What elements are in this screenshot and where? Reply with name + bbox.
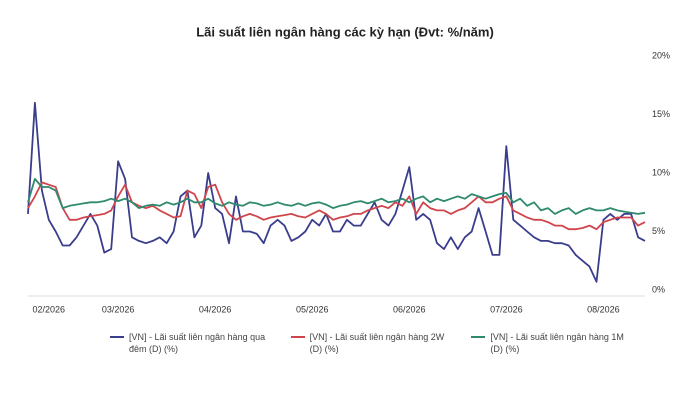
series-line xyxy=(27,101,646,283)
x-tick-label: 06/2026 xyxy=(393,304,426,314)
y-tick-label: 15% xyxy=(652,109,670,119)
x-tick-label: 02/2026 xyxy=(33,304,66,314)
legend-swatch xyxy=(471,336,486,338)
series-line xyxy=(27,178,646,215)
x-tick-label: 08/2026 xyxy=(587,304,620,314)
legend-label: [VN] - Lãi suất liên ngân hàng 2W (D) (%… xyxy=(309,332,445,354)
y-tick-label: 20% xyxy=(652,50,670,60)
legend-label: [VN] - Lãi suất liên ngân hàng qua đêm (… xyxy=(129,332,266,354)
legend-item: [VN] - Lãi suất liên ngân hàng 2W (D) (%… xyxy=(290,331,450,355)
legend: [VN] - Lãi suất liên ngân hàng qua đêm (… xyxy=(110,331,630,355)
legend-swatch xyxy=(290,336,305,338)
legend-label: [VN] - Lãi suất liên ngân hàng 1M (D) (%… xyxy=(490,332,624,354)
legend-item: [VN] - Lãi suất liên ngân hàng 1M (D) (%… xyxy=(471,331,630,355)
x-tick-label: 05/2026 xyxy=(296,304,329,314)
x-tick-label: 07/2026 xyxy=(490,304,523,314)
x-tick-label: 04/2026 xyxy=(199,304,232,314)
x-tick-label: 03/2026 xyxy=(102,304,135,314)
series-line xyxy=(27,181,646,231)
y-tick-label: 10% xyxy=(652,167,670,177)
y-tick-label: 5% xyxy=(652,226,665,236)
chart: Lãi suất liên ngân hàng các kỳ hạn (Đvt:… xyxy=(27,24,670,314)
legend-swatch xyxy=(110,336,124,338)
chart-title: Lãi suất liên ngân hàng các kỳ hạn (Đvt:… xyxy=(196,24,494,39)
legend-item: [VN] - Lãi suất liên ngân hàng qua đêm (… xyxy=(110,331,269,355)
y-tick-label: 0% xyxy=(652,284,665,294)
